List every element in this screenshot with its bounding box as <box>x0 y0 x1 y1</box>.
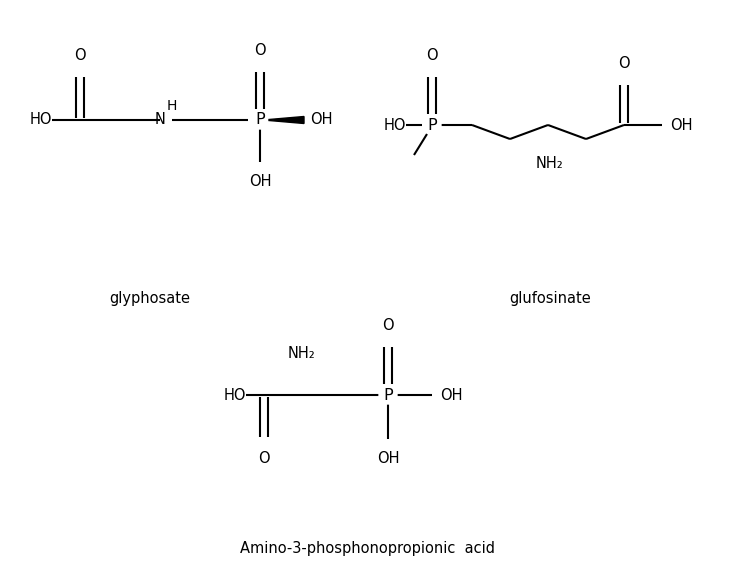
Circle shape <box>423 116 441 134</box>
Circle shape <box>251 111 269 129</box>
Text: Amino-3-phosphonopropionic  acid: Amino-3-phosphonopropionic acid <box>240 540 495 556</box>
Text: O: O <box>426 48 438 63</box>
Text: O: O <box>382 318 394 333</box>
Text: OH: OH <box>310 113 332 128</box>
Circle shape <box>379 386 397 404</box>
Text: NH₂: NH₂ <box>288 346 316 361</box>
Text: OH: OH <box>670 118 692 132</box>
Text: OH: OH <box>440 387 462 403</box>
Text: P: P <box>255 113 265 128</box>
Text: P: P <box>427 118 437 132</box>
Text: glufosinate: glufosinate <box>509 291 591 305</box>
Polygon shape <box>269 117 304 124</box>
Text: OH: OH <box>248 174 271 189</box>
Text: O: O <box>74 48 86 63</box>
Text: HO: HO <box>29 113 52 128</box>
Text: N: N <box>154 113 165 128</box>
Text: O: O <box>258 451 270 466</box>
Text: O: O <box>254 43 266 58</box>
Text: HO: HO <box>223 387 246 403</box>
Text: NH₂: NH₂ <box>536 155 564 171</box>
Text: H: H <box>167 99 177 113</box>
Text: P: P <box>383 387 392 403</box>
Text: OH: OH <box>377 451 399 466</box>
Text: HO: HO <box>384 118 406 132</box>
Text: O: O <box>618 56 630 71</box>
Text: glyphosate: glyphosate <box>110 291 190 305</box>
